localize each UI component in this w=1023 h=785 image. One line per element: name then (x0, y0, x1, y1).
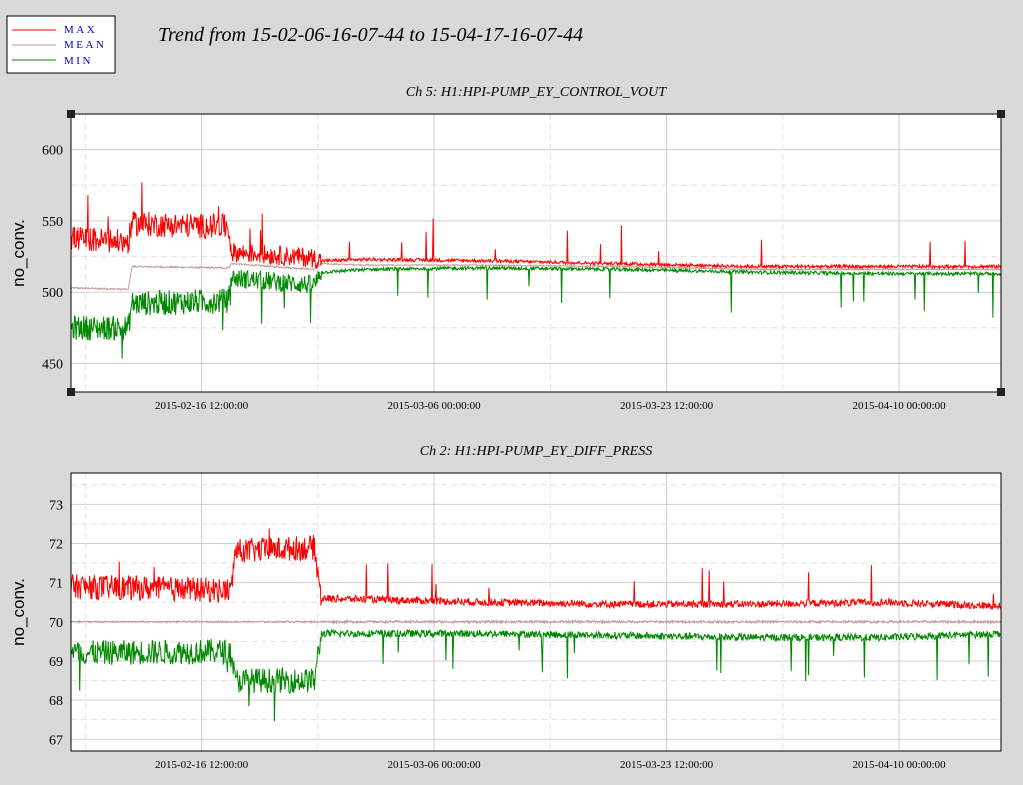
grid (71, 114, 1001, 392)
legend-label-min: MIN (64, 55, 93, 67)
x-tick-label: 2015-04-10 00:00:00 (852, 400, 946, 412)
plot-frame (70, 472, 1002, 752)
plot-frame (70, 113, 1002, 393)
selection-handle (67, 388, 75, 396)
y-tick-label: 600 (42, 144, 63, 159)
series-line-max (71, 528, 1001, 611)
x-tick-label: 2015-02-16 12:00:00 (155, 759, 249, 771)
y-tick-label: 71 (49, 577, 63, 592)
selection-handle (67, 110, 75, 118)
selection-handle (997, 110, 1005, 118)
legend-label-mean: MEAN (64, 39, 106, 51)
page-title: Trend from 15-02-06-16-07-44 to 15-04-17… (158, 24, 583, 46)
y-axis-label: no_conv. (9, 578, 28, 646)
x-tick-label: 2015-02-16 12:00:00 (155, 400, 249, 412)
x-tick-label: 2015-04-10 00:00:00 (852, 759, 946, 771)
plot-area (71, 473, 1001, 751)
legend: MAX MEAN MIN (6, 15, 116, 74)
y-tick-label: 68 (49, 694, 63, 709)
selection-handle (997, 388, 1005, 396)
y-tick-label: 67 (49, 733, 63, 748)
y-tick-label: 69 (49, 655, 63, 670)
x-tick-label: 2015-03-06 00:00:00 (387, 400, 481, 412)
plot-area (71, 114, 1001, 392)
chart-title: Ch 5: H1:HPI-PUMP_EY_CONTROL_VOUT (406, 85, 667, 100)
x-tick-label: 2015-03-06 00:00:00 (387, 759, 481, 771)
y-tick-label: 550 (42, 215, 63, 230)
y-axis-label: no_conv. (9, 219, 28, 287)
series-line-mean (71, 618, 1001, 625)
series-line-mean (71, 262, 1001, 292)
y-tick-label: 500 (42, 286, 63, 301)
legend-label-max: MAX (64, 24, 97, 36)
series-group (71, 182, 1001, 359)
series-line-max (71, 182, 1001, 271)
chart-title: Ch 2: H1:HPI-PUMP_EY_DIFF_PRESS (420, 444, 653, 459)
series-line-min (71, 265, 1001, 359)
series-group (71, 528, 1001, 722)
y-tick-label: 73 (49, 498, 63, 513)
chart-control-vout: Ch 5: H1:HPI-PUMP_EY_CONTROL_VOUT 450 500 5… (9, 85, 1005, 412)
y-tick-label: 70 (49, 616, 63, 631)
x-tick-label: 2015-03-23 12:00:00 (620, 400, 714, 412)
x-tick-label: 2015-03-23 12:00:00 (620, 759, 714, 771)
y-tick-label: 450 (42, 357, 63, 372)
chart-diff-press: Ch 2: H1:HPI-PUMP_EY_DIFF_PRESS 67 68 69 70 7… (9, 444, 1002, 771)
series-line-min (71, 628, 1001, 722)
y-tick-label: 72 (49, 537, 63, 552)
